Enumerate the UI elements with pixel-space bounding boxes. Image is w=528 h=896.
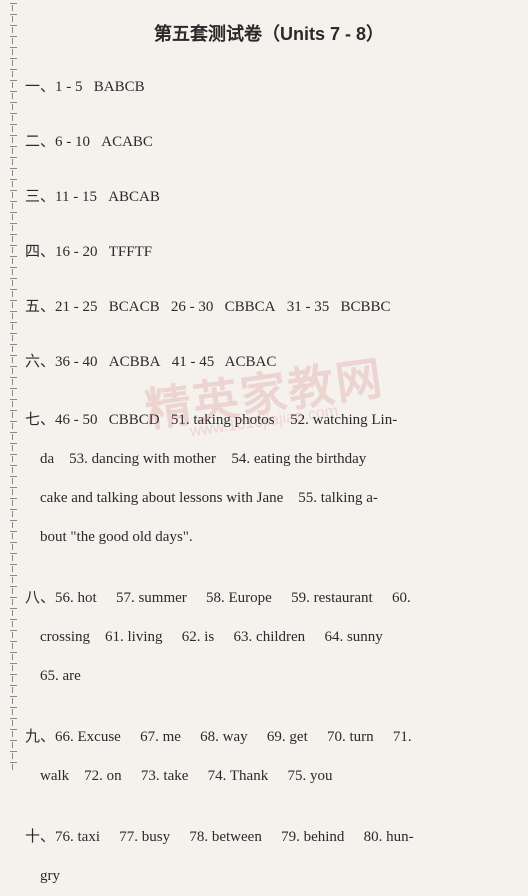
s10-line2: gry: [40, 868, 60, 884]
s7-i53: 53. dancing with mother: [69, 451, 216, 467]
s8-i59: 59. restaurant: [291, 590, 373, 606]
s10-i78: 78. between: [189, 829, 261, 845]
section-8-label: 八、: [25, 590, 55, 606]
s9-i67: 67. me: [140, 729, 181, 745]
s7-range: 46 - 50: [55, 412, 98, 428]
s7-i51: 51. taking photos: [171, 412, 275, 428]
page-title: 第五套测试卷（Units 7 - 8）: [25, 20, 513, 46]
section-10-label: 十、: [25, 829, 55, 845]
s9-i71: 71.: [393, 729, 412, 745]
s6-p1-ans: ACBAC: [225, 354, 277, 370]
s5-p2-ans: BCBBC: [340, 299, 390, 315]
s10-i77: 77. busy: [119, 829, 170, 845]
section-9: 九、66. Excuse 67. me 68. way 69. get 70. …: [25, 718, 513, 796]
s8-i64: 64. sunny: [324, 629, 382, 645]
s5-p0-range: 21 - 25: [55, 299, 98, 315]
s8-i62: 62. is: [182, 629, 215, 645]
s8-i63: 63. children: [234, 629, 306, 645]
section-6: 六、36 - 40 ACBBA 41 - 45 ACBAC: [25, 346, 513, 379]
section-1: 一、1 - 5 BABCB: [25, 71, 513, 104]
s8-i65: 65. are: [40, 668, 81, 684]
s10-i80: 80. hun-: [364, 829, 414, 845]
section-2-label: 二、6 - 10: [25, 134, 90, 150]
section-1-label: 一、1 - 5: [25, 79, 83, 95]
s7-line3: cake and talking about lessons with Jane: [40, 490, 283, 506]
section-4: 四、16 - 20 TFFTF: [25, 236, 513, 269]
s5-p2-range: 31 - 35: [287, 299, 330, 315]
section-3: 三、11 - 15 ABCAB: [25, 181, 513, 214]
s6-p1-range: 41 - 45: [172, 354, 215, 370]
s7-line2a: da: [40, 451, 54, 467]
section-8: 八、56. hot 57. summer 58. Europe 59. rest…: [25, 579, 513, 696]
section-1-answers: BABCB: [94, 79, 145, 95]
s5-p0-ans: BCACB: [109, 299, 160, 315]
s8-i61: 61. living: [105, 629, 163, 645]
section-4-answers: TFFTF: [109, 244, 152, 260]
s8-i60: 60.: [392, 590, 411, 606]
section-5-label: 五、: [25, 299, 55, 315]
section-4-label: 四、16 - 20: [25, 244, 98, 260]
s9-i69: 69. get: [267, 729, 308, 745]
section-7: 七、46 - 50 CBBCD 51. taking photos 52. wa…: [25, 401, 513, 557]
s7-mc: CBBCD: [109, 412, 160, 428]
s8-i58: 58. Europe: [206, 590, 272, 606]
section-6-label: 六、: [25, 354, 55, 370]
section-5: 五、21 - 25 BCACB 26 - 30 CBBCA 31 - 35 BC…: [25, 291, 513, 324]
section-3-answers: ABCAB: [108, 189, 160, 205]
s8-i57: 57. summer: [116, 590, 187, 606]
s9-i68: 68. way: [200, 729, 248, 745]
section-9-label: 九、: [25, 729, 55, 745]
s7-line4: bout "the good old days".: [40, 529, 193, 545]
section-7-label: 七、: [25, 412, 55, 428]
s8-i56: 56. hot: [55, 590, 97, 606]
s10-i79: 79. behind: [281, 829, 344, 845]
s6-p0-range: 36 - 40: [55, 354, 98, 370]
s5-p1-range: 26 - 30: [171, 299, 214, 315]
s7-i54: 54. eating the birthday: [231, 451, 366, 467]
section-2: 二、6 - 10 ACABC: [25, 126, 513, 159]
s6-p0-ans: ACBBA: [109, 354, 161, 370]
s9-i70: 70. turn: [327, 729, 374, 745]
section-3-label: 三、11 - 15: [25, 189, 97, 205]
binding-marks: [8, 0, 18, 782]
s5-p1-ans: CBBCA: [225, 299, 276, 315]
s7-i52: 52. watching Lin-: [290, 412, 397, 428]
s10-i76: 76. taxi: [55, 829, 100, 845]
section-10: 十、76. taxi 77. busy 78. between 79. behi…: [25, 818, 513, 896]
s7-i55: 55. talking a-: [298, 490, 378, 506]
section-2-answers: ACABC: [101, 134, 153, 150]
s9-i66: 66. Excuse: [55, 729, 121, 745]
s8-line2a: crossing: [40, 629, 90, 645]
